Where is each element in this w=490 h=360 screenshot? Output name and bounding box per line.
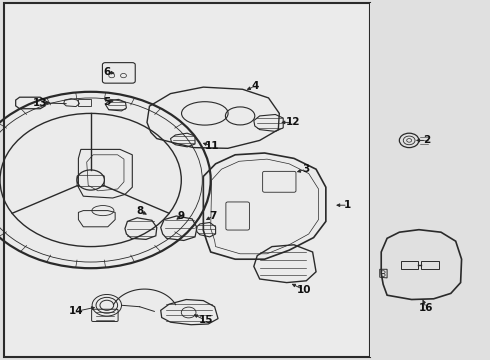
Text: 10: 10 xyxy=(296,285,311,295)
Text: 14: 14 xyxy=(69,306,83,316)
Text: 8: 8 xyxy=(136,206,143,216)
Text: 3: 3 xyxy=(303,164,310,174)
Bar xyxy=(78,99,91,106)
Text: 7: 7 xyxy=(209,211,217,221)
Text: 6: 6 xyxy=(103,67,110,77)
Bar xyxy=(370,3,490,357)
Text: 13: 13 xyxy=(33,98,48,108)
Text: 15: 15 xyxy=(198,315,213,325)
Text: 1: 1 xyxy=(344,200,351,210)
Text: 4: 4 xyxy=(251,81,259,91)
Bar xyxy=(4,3,370,357)
Text: 2: 2 xyxy=(423,135,430,145)
Text: 9: 9 xyxy=(178,211,185,221)
Text: 5: 5 xyxy=(103,96,110,107)
Text: 12: 12 xyxy=(286,117,300,127)
Text: 11: 11 xyxy=(204,141,219,151)
Text: 16: 16 xyxy=(419,303,434,313)
